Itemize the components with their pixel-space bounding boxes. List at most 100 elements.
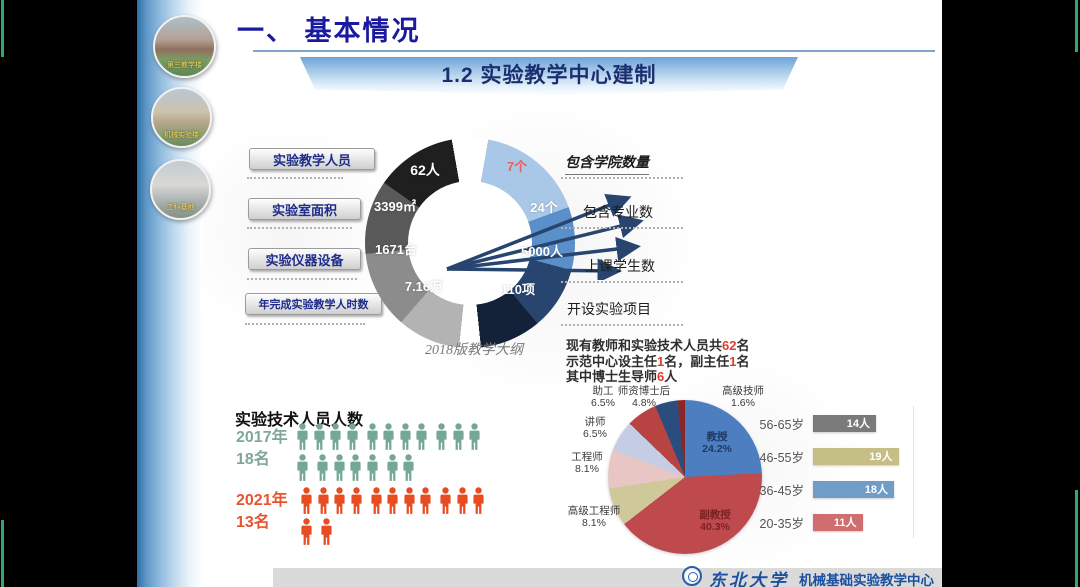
page-title: 一、 基本情况 — [237, 16, 421, 46]
age-bar-row: 20-35岁 11人 — [749, 513, 899, 531]
campus-photo-1: 第三教学楼 — [153, 15, 216, 78]
metric-button-lab-area: 实验室面积 — [248, 198, 361, 220]
pictogram-year-2017: 2017年 18名 — [236, 429, 288, 468]
hub-value-area: 3399㎡ — [374, 199, 416, 214]
metric-button-label: 实验室面积 — [271, 202, 337, 218]
age-bar-row: 56-65岁 14人 — [749, 414, 899, 432]
screen-edge-accent-top-left — [1, 0, 4, 57]
footer-bar — [273, 568, 942, 587]
person-icon — [365, 423, 380, 452]
left-photo-band: 第三教学楼 机械实验楼 工科基地 — [137, 0, 216, 587]
hub-value-instruments: 1671台 — [375, 242, 417, 257]
person-icon — [345, 423, 360, 452]
bar-chart-gridline — [913, 406, 914, 538]
person-icon — [467, 423, 482, 452]
age-bar: 11人 — [813, 513, 863, 531]
metric-button-teaching-staff: 实验教学人员 — [249, 148, 375, 170]
pie-label-7: 高级技师 1.6% — [722, 385, 764, 409]
pie-label-2: 高级工程师 8.1% — [567, 505, 621, 529]
age-category-label: 56-65岁 — [759, 417, 804, 432]
age-bar: 14人 — [813, 414, 876, 432]
person-icon — [471, 487, 486, 516]
footer-university-name: 东北大学 — [709, 571, 789, 587]
age-bar-value: 18人 — [864, 484, 888, 496]
person-icon — [385, 487, 400, 516]
person-icon — [438, 487, 453, 516]
section-subtitle: 1.2 实验教学中心建制 — [441, 64, 657, 87]
photo-caption: 机械实验楼 — [164, 132, 199, 139]
hub-value-projects: 110项 — [501, 282, 535, 297]
footer-center-name: 机械基础实验教学中心 — [799, 573, 934, 587]
person-icon — [312, 423, 327, 452]
person-icon — [299, 518, 314, 547]
dotted-divider — [561, 177, 683, 179]
hub-value-students: 5000人 — [521, 244, 563, 259]
pie-label-3: 工程师 8.1% — [571, 451, 603, 475]
staff-summary-text: 现有教师和实验技术人员共62名 示范中心设主任1名，副主任1名 其中博士生导师6… — [566, 338, 816, 385]
person-icon — [319, 518, 334, 547]
person-icon — [295, 423, 310, 452]
person-icon — [332, 454, 347, 483]
age-bar-value: 11人 — [833, 517, 857, 529]
person-icon — [401, 454, 416, 483]
person-icon — [418, 487, 433, 516]
hub-value-staff: 62人 — [410, 162, 440, 178]
pictogram-title: 实验技术人员人数 — [235, 412, 364, 429]
person-icon — [365, 454, 380, 483]
hub-value-colleges: 7个 — [506, 159, 528, 174]
dotted-divider — [245, 323, 365, 325]
person-icon — [451, 423, 466, 452]
metric-button-instruments: 实验仪器设备 — [248, 248, 361, 270]
pictogram-row-2021 — [299, 487, 503, 549]
hub-arrows-icon — [446, 194, 644, 280]
person-icon — [295, 454, 310, 483]
dotted-divider — [561, 227, 683, 229]
screen-edge-accent-top-right — [1075, 0, 1078, 52]
hub-value-hours: 7.16万 — [404, 279, 444, 294]
age-category-label: 20-35岁 — [759, 516, 804, 531]
metric-button-label: 实验仪器设备 — [265, 252, 344, 268]
syllabus-note: 2018版教学大纲 — [425, 343, 523, 358]
age-bar: 19人 — [813, 447, 899, 465]
screen-edge-accent-bottom-right — [1075, 490, 1078, 587]
dotted-divider — [247, 227, 352, 229]
staff-summary-line-2: 示范中心设主任1名，副主任1名 — [566, 353, 750, 369]
person-icon — [402, 487, 417, 516]
person-icon — [414, 423, 429, 452]
person-icon — [398, 423, 413, 452]
dotted-divider — [247, 177, 343, 179]
person-icon — [434, 423, 449, 452]
person-icon — [385, 454, 400, 483]
age-bar-value: 14人 — [846, 418, 870, 430]
campus-photo-3: 工科基地 — [150, 159, 211, 220]
pie-label-0: 教授 24.2% — [702, 431, 732, 455]
person-icon — [332, 487, 347, 516]
pictogram-year-2021: 2021年 13名 — [236, 492, 288, 531]
age-category-label: 36-45岁 — [759, 483, 804, 498]
person-icon — [349, 487, 364, 516]
staff-summary-line-1: 现有教师和实验技术人员共62名 — [566, 338, 750, 353]
hub-label-majors: 包含专业数 — [583, 204, 653, 220]
person-icon — [328, 423, 343, 452]
metric-button-annual-hours: 年完成实验教学人时数 — [245, 293, 382, 315]
person-icon — [455, 487, 470, 516]
dotted-divider — [247, 278, 357, 280]
person-icon — [381, 423, 396, 452]
person-icon — [316, 487, 331, 516]
pie-label-5: 助工 6.5% — [591, 385, 615, 409]
campus-photo-2: 机械实验楼 — [151, 87, 212, 148]
age-bar-chart: 56-65岁 14人 46-55岁 19人 36-45岁 18人 20-35岁 11人 — [749, 414, 899, 546]
age-category-label: 46-55岁 — [759, 450, 804, 465]
dotted-divider — [561, 324, 683, 326]
pie-chart — [608, 400, 762, 554]
person-icon — [348, 454, 363, 483]
dotted-divider — [561, 281, 683, 283]
metric-button-label: 实验教学人员 — [272, 152, 351, 168]
hub-value-majors: 24个 — [530, 200, 558, 215]
person-icon — [299, 487, 314, 516]
age-bar-row: 36-45岁 18人 — [749, 480, 899, 498]
hub-label-students: 上课学生数 — [585, 258, 655, 274]
metric-button-label: 年完成实验教学人时数 — [258, 299, 369, 311]
age-bar-value: 19人 — [869, 451, 893, 463]
pictogram-row-2017 — [295, 423, 499, 485]
